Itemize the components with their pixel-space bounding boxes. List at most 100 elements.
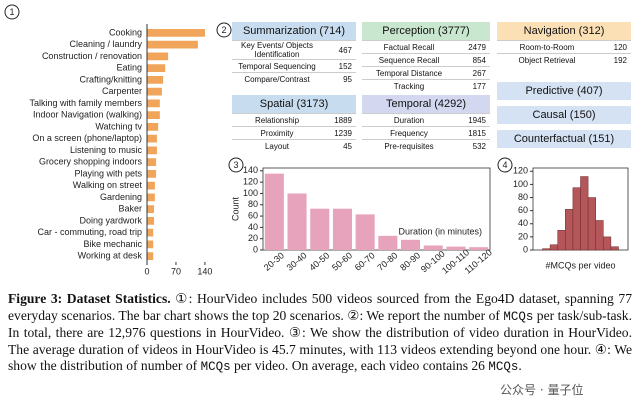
task-table: Counterfactual (151) <box>497 130 631 148</box>
subtask-name: Key Events/ Objects Identification <box>240 41 314 59</box>
subtask-count: 854 <box>472 55 486 65</box>
bar <box>147 181 155 190</box>
y-tick-label: 140 <box>243 165 258 175</box>
category-label: Crafting/knitting <box>79 74 142 84</box>
subtask-count: 192 <box>613 55 627 65</box>
task-header: Perception (3777) <box>362 22 490 40</box>
subtask-name: Temporal Distance <box>375 68 443 78</box>
subtask-name: Frequency <box>390 128 428 138</box>
task-table: Navigation (312) Room-to-Room 120 Object Re… <box>497 22 631 66</box>
x-axis-label: #MCQs per video <box>545 260 615 270</box>
subtask-name: Proximity <box>260 128 294 138</box>
bar <box>469 247 489 250</box>
panel-marker <box>4 4 20 20</box>
histogram-bar <box>549 244 558 251</box>
category-label: Working at desk <box>78 251 143 261</box>
caption: Figure 3: Dataset Statistics. ①: HourVid… <box>8 291 632 376</box>
subtask-count: 532 <box>472 141 486 151</box>
histogram-bar <box>603 236 612 251</box>
task-header: Spatial (3173) <box>232 95 356 113</box>
bar <box>401 239 421 250</box>
caption-code: MCQs <box>503 309 534 324</box>
histogram-bar <box>580 176 589 251</box>
bar <box>147 205 155 214</box>
y-tick-label: 80 <box>518 192 528 202</box>
subtask-count: 152 <box>338 61 352 71</box>
category-label: Bike mechanic <box>83 239 142 249</box>
x-tick-label: 70-80 <box>375 250 399 272</box>
subtask-name: Sequence Recall <box>378 55 440 65</box>
y-tick-label: 20 <box>248 233 258 243</box>
subtask-count: 1889 <box>334 115 352 125</box>
panel-marker <box>228 157 244 173</box>
subtask-count: 467 <box>338 45 352 55</box>
panel-marker <box>216 22 232 38</box>
bar <box>423 245 443 250</box>
task-table: Temporal (4292) Duration 1945 Frequency 1815… <box>362 95 490 152</box>
bar <box>147 122 159 131</box>
task-row: Relationship 1889 <box>232 113 356 126</box>
panel-marker <box>497 157 513 173</box>
y-tick-label: 60 <box>518 205 528 215</box>
watermark: 公众号 · 量子位 <box>500 381 584 398</box>
bar <box>446 246 466 250</box>
category-label: Doing yardwork <box>79 215 142 225</box>
bar <box>147 75 164 84</box>
category-label: Grocery shopping indoors <box>39 157 143 167</box>
task-header: Navigation (312) <box>497 22 631 40</box>
y-tick-label: 100 <box>243 188 258 198</box>
histogram-bar <box>610 246 619 251</box>
y-tick-label: 40 <box>248 222 258 232</box>
bar <box>147 40 198 49</box>
task-table: Predictive (407) <box>497 82 631 100</box>
subtask-name: Factual Recall <box>383 42 435 52</box>
task-row: Frequency 1815 <box>362 126 490 139</box>
y-tick-label: 20 <box>518 231 528 241</box>
subtask-count: 267 <box>472 68 486 78</box>
category-label: Construction / renovation <box>42 51 142 61</box>
histogram-bar <box>595 220 604 251</box>
x-tick-label: 50-60 <box>330 250 354 272</box>
panel-marker-number: 3 <box>233 160 238 170</box>
task-row: Object Retrieval 192 <box>497 53 631 66</box>
category-label: Cleaning / laundry <box>69 39 142 49</box>
subtask-name: Compare/Contrast <box>244 74 310 84</box>
task-row: Proximity 1239 <box>232 126 356 139</box>
task-row: Tracking 177 <box>362 79 490 92</box>
task-row: Pre-requisites 532 <box>362 139 490 152</box>
bar <box>287 193 307 250</box>
bar <box>147 228 154 237</box>
y-tick-label: 60 <box>248 210 258 220</box>
task-row: Compare/Contrast 95 <box>232 72 356 85</box>
histogram-bar <box>572 187 581 251</box>
panel-marker-number: 1 <box>9 7 14 17</box>
subtask-name: Pre-requisites <box>384 141 434 151</box>
category-label: Car - commuting, road trip <box>37 227 142 237</box>
subtask-name: Relationship <box>254 115 300 125</box>
task-row: Temporal Distance 267 <box>362 66 490 79</box>
task-row: Duration 1945 <box>362 113 490 126</box>
subtask-name: Tracking <box>393 81 425 91</box>
subtask-name: Room-to-Room <box>519 42 575 52</box>
bar <box>264 173 284 250</box>
caption-code: MCQs <box>488 360 519 375</box>
subtask-count: 1815 <box>468 128 486 138</box>
category-label: Walking on street <box>73 180 143 190</box>
caption-text: per task/sub-task. In total, there are 1… <box>8 307 632 374</box>
subtask-count: 120 <box>613 42 627 52</box>
panel-marker-number: 4 <box>502 160 507 170</box>
bar <box>310 208 330 250</box>
bar <box>147 134 157 143</box>
subtask-count: 177 <box>472 81 486 91</box>
bar <box>147 52 169 61</box>
y-tick-label: 120 <box>513 166 528 176</box>
bar <box>147 64 166 73</box>
subtask-name: Layout <box>264 141 290 151</box>
subtask-name: Duration <box>393 115 425 125</box>
task-header: Counterfactual (151) <box>497 130 631 148</box>
task-table: Summarization (714) Key Events/ Objects I… <box>232 22 356 85</box>
subtask-count: 1239 <box>334 128 352 138</box>
y-tick-label: 0 <box>523 244 528 254</box>
category-label: Eating <box>116 63 142 73</box>
category-label: Gardening <box>100 192 142 202</box>
